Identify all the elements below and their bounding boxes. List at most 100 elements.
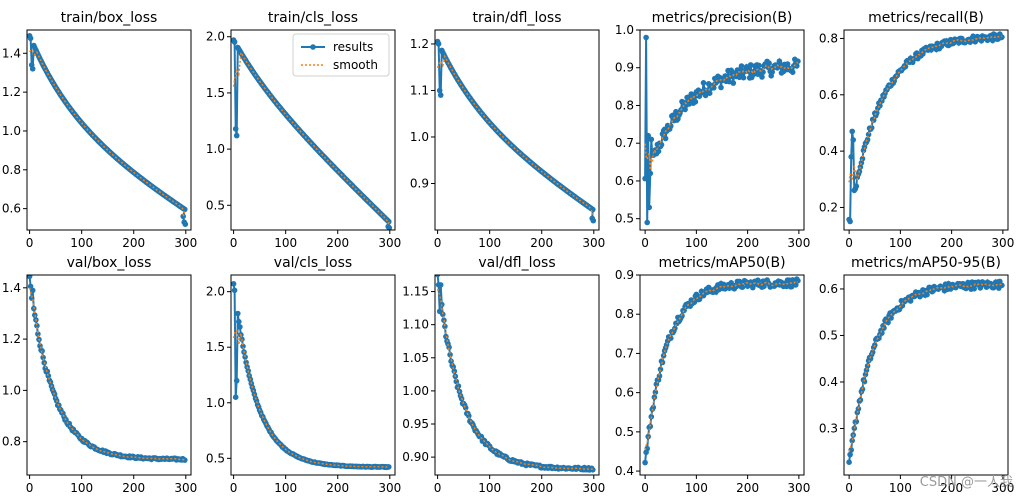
results-point xyxy=(970,33,976,39)
y-tick-label: 0.8 xyxy=(2,435,21,449)
y-tick-label: 1.2 xyxy=(410,37,429,51)
chart-title: metrics/mAP50(B) xyxy=(658,255,785,271)
results-point xyxy=(450,364,457,370)
y-tick-label: 0.9 xyxy=(615,268,634,282)
y-tick-label: 0.4 xyxy=(819,144,838,158)
results-point xyxy=(643,34,649,41)
y-tick-label: 0.9 xyxy=(615,61,634,75)
legend-results-marker xyxy=(310,44,316,50)
results-point xyxy=(924,291,930,298)
legend-results-label: results xyxy=(333,40,373,54)
results-series-line xyxy=(28,276,186,462)
x-tick-label: 0 xyxy=(845,236,853,250)
results-point xyxy=(590,206,596,213)
smooth-series-line xyxy=(848,283,1003,453)
results-series-line xyxy=(644,276,799,463)
results-point xyxy=(27,35,34,42)
axes-frame xyxy=(843,29,1009,231)
results-point xyxy=(865,131,872,138)
x-tick-label: 100 xyxy=(685,481,708,495)
chart-title: val/cls_loss xyxy=(274,255,352,271)
x-tick-label: 100 xyxy=(889,236,912,250)
results-point xyxy=(740,74,747,81)
x-tick-label: 0 xyxy=(26,236,34,250)
x-tick-label: 300 xyxy=(787,481,810,495)
results-point xyxy=(242,354,248,360)
x-tick-label: 200 xyxy=(326,481,349,495)
results-point xyxy=(739,284,746,291)
results-point xyxy=(864,363,871,369)
y-tick-label: 0.6 xyxy=(615,174,634,188)
results-point xyxy=(849,128,855,135)
y-tick-label: 1.0 xyxy=(615,23,634,37)
chart-title: metrics/recall(B) xyxy=(868,10,984,26)
plot-area xyxy=(642,276,801,466)
chart-title: train/cls_loss xyxy=(268,10,358,26)
x-tick-label: 300 xyxy=(174,236,197,250)
results-point xyxy=(750,284,756,291)
results-point xyxy=(862,371,869,378)
x-tick-label: 100 xyxy=(478,236,501,250)
chart-panel: train/box_loss 0 100 200 300 0.6 0.8 1.0 1.2 1.4 xyxy=(2,10,197,250)
plot-area xyxy=(435,275,596,473)
results-point xyxy=(182,206,188,213)
results-point xyxy=(971,285,977,292)
x-tick-label: 100 xyxy=(70,481,93,495)
results-point xyxy=(738,63,745,69)
plot-area xyxy=(27,275,188,463)
results-point xyxy=(848,154,854,160)
results-point xyxy=(849,437,855,444)
axes-frame xyxy=(26,29,192,231)
results-point xyxy=(642,459,648,466)
y-tick-label: 1.15 xyxy=(402,285,429,299)
results-point xyxy=(692,99,699,105)
y-tick-label: 0.90 xyxy=(402,450,429,464)
y-tick-label: 0.5 xyxy=(206,198,225,212)
axes-frame xyxy=(639,29,805,231)
results-point xyxy=(647,170,654,177)
chart-panel: val/cls_loss 0 100 200 300 0.5 1.0 1.5 2.0 xyxy=(206,255,401,495)
plot-area xyxy=(435,38,597,224)
axes-frame xyxy=(230,274,396,476)
results-point xyxy=(35,331,41,337)
results-point xyxy=(590,467,596,473)
legend: results smooth xyxy=(292,33,390,77)
y-tick-label: 2.0 xyxy=(206,30,225,44)
results-point xyxy=(736,74,743,81)
results-point xyxy=(795,277,801,284)
smooth-series-line xyxy=(232,50,390,225)
x-tick-label: 200 xyxy=(940,481,963,495)
chart-panel: train/cls_loss 0 100 200 300 0.5 1.0 1.5 2.0 resu… xyxy=(206,10,401,250)
x-tick-label: 100 xyxy=(685,236,708,250)
x-tick-label: 100 xyxy=(478,481,501,495)
x-tick-label: 200 xyxy=(736,236,759,250)
y-tick-label: 1.5 xyxy=(206,86,225,100)
plot-area xyxy=(231,281,392,471)
y-tick-label: 1.0 xyxy=(2,124,21,138)
results-point xyxy=(999,34,1005,40)
results-point xyxy=(437,92,444,98)
results-point xyxy=(658,141,665,148)
y-tick-label: 1.0 xyxy=(206,142,225,156)
chart-title: train/dfl_loss xyxy=(472,10,561,26)
smooth-series-line xyxy=(644,280,798,451)
axes-frame xyxy=(639,274,805,476)
x-tick-label: 300 xyxy=(378,481,401,495)
results-point xyxy=(657,366,664,373)
x-tick-label: 300 xyxy=(582,481,605,495)
results-point xyxy=(644,219,650,226)
results-series-line xyxy=(848,278,1003,463)
results-point xyxy=(645,132,651,139)
chart-title: train/box_loss xyxy=(61,10,158,26)
results-point xyxy=(682,106,688,113)
results-point xyxy=(231,287,238,294)
results-point xyxy=(436,87,443,94)
results-point xyxy=(662,135,669,142)
y-tick-label: 1.0 xyxy=(2,383,21,397)
results-point xyxy=(34,322,40,329)
results-point xyxy=(863,367,870,374)
x-tick-label: 0 xyxy=(641,236,649,250)
x-tick-label: 200 xyxy=(736,481,759,495)
results-point xyxy=(718,84,724,91)
